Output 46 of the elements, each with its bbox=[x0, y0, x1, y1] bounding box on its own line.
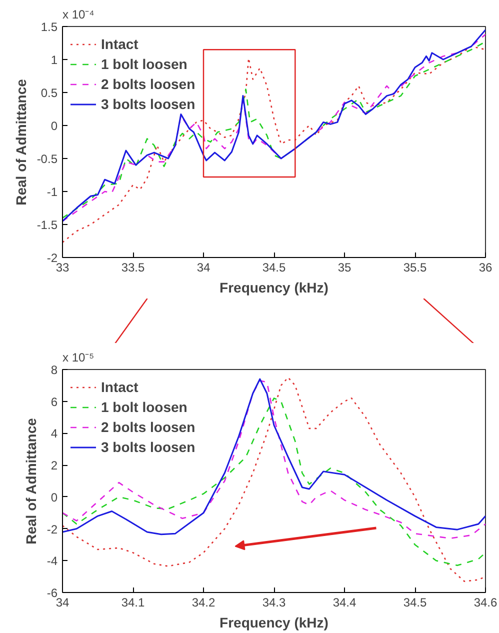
legend-label: 3 bolts loosen bbox=[101, 96, 196, 112]
y-tick-label: 8 bbox=[50, 363, 58, 377]
line-series bbox=[62, 376, 486, 582]
y-tick-label: -1 bbox=[46, 185, 58, 199]
y-axis-title: Real of Admittance bbox=[22, 418, 39, 544]
y-tick-label: -6 bbox=[46, 586, 58, 600]
x-tick-label: 34 bbox=[56, 596, 70, 610]
x-axis-title: Frequency (kHz) bbox=[220, 280, 328, 296]
y-tick-label: 6 bbox=[50, 394, 58, 409]
x-tick-label: 33 bbox=[56, 260, 70, 274]
y-tick-label: -1.5 bbox=[36, 218, 58, 232]
legend-label: Intact bbox=[101, 379, 138, 395]
text: x 10⁻⁵ bbox=[62, 350, 94, 364]
y-tick-label: -2 bbox=[46, 522, 58, 536]
y-tick-label: 0.5 bbox=[40, 86, 58, 100]
x-tick-label: 35 bbox=[338, 260, 352, 274]
x-tick-label: 36 bbox=[478, 260, 492, 274]
y-tick-label: -0.5 bbox=[36, 152, 58, 166]
y-tick-label: -2 bbox=[46, 251, 58, 265]
x-tick-label: 34 bbox=[196, 260, 210, 274]
legend-label: 3 bolts loosen bbox=[101, 439, 196, 455]
y-tick-label: 0 bbox=[50, 490, 58, 504]
x-tick-label: 35.5 bbox=[403, 260, 428, 274]
legend-label: 1 bolt loosen bbox=[101, 399, 188, 415]
x-tick-label: 33.5 bbox=[121, 260, 146, 274]
x-tick-label: 34.2 bbox=[192, 596, 216, 610]
legend-label: Intact bbox=[101, 36, 138, 52]
x-tick-label: 34.4 bbox=[332, 596, 357, 610]
y-tick-label: 0 bbox=[50, 119, 58, 133]
text: x 10⁻⁴ bbox=[62, 8, 94, 22]
y-tick-label: 4 bbox=[50, 426, 58, 441]
y-tick-label: -4 bbox=[46, 554, 58, 568]
x-tick-label: 34.3 bbox=[262, 596, 286, 610]
x-tick-label: 34.6 bbox=[474, 596, 498, 610]
y-axis-title: Real of Admittance bbox=[12, 78, 29, 206]
y-tick-label: 2 bbox=[50, 458, 58, 473]
x-tick-label: 34.1 bbox=[121, 596, 146, 610]
x-tick-label: 34.5 bbox=[403, 596, 428, 610]
x-tick-label: 34.5 bbox=[262, 260, 286, 274]
y-tick-label: 1.5 bbox=[40, 20, 58, 34]
x-axis-title: Frequency (kHz) bbox=[220, 614, 328, 630]
legend-label: 2 bolts loosen bbox=[101, 76, 196, 92]
legend-label: 1 bolt loosen bbox=[101, 56, 188, 72]
legend-label: 2 bolts loosen bbox=[101, 419, 196, 435]
y-tick-label: 1 bbox=[50, 53, 58, 67]
line-series bbox=[62, 398, 486, 566]
